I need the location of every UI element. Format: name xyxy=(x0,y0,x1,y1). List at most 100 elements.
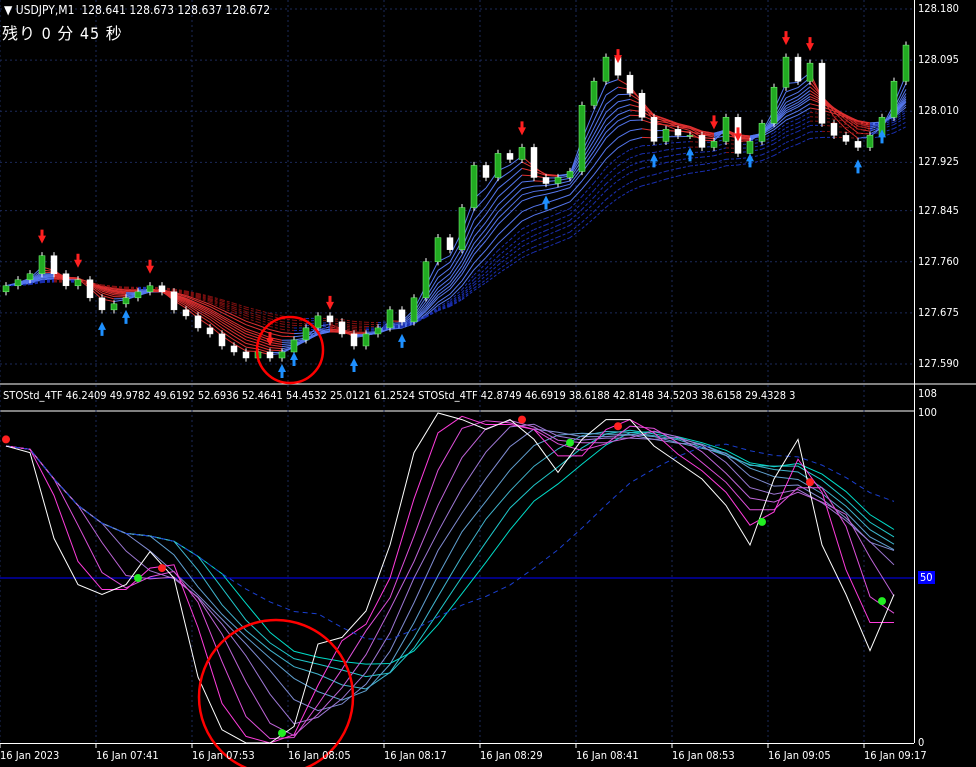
price-tick: 128.095 xyxy=(918,53,959,67)
ma-line-segment xyxy=(353,325,367,327)
ma-line-segment xyxy=(665,159,679,164)
ma-line-segment xyxy=(545,173,559,177)
ma-line-segment xyxy=(185,300,199,309)
ma-line-segment xyxy=(437,288,451,299)
ma-line-segment xyxy=(557,194,571,200)
ma-line-segment xyxy=(461,269,475,287)
osc-tick: 100 xyxy=(918,406,937,419)
ma-line-segment xyxy=(425,310,439,317)
ma-line-segment xyxy=(233,304,247,310)
ma-line-segment xyxy=(485,264,499,277)
ma-line-segment xyxy=(749,160,763,164)
candle-body xyxy=(710,141,718,148)
ma-line-segment xyxy=(521,185,535,190)
stoch-green-dot xyxy=(566,438,574,447)
stoch-signal-line xyxy=(5,428,895,712)
ma-line-segment xyxy=(629,167,643,174)
ma-line-segment xyxy=(41,275,55,277)
ma-line-segment xyxy=(437,300,451,308)
ma-line-segment xyxy=(197,304,211,312)
stoch-green-dot xyxy=(134,574,142,582)
time-tick: 16 Jan 07:41 xyxy=(96,749,159,762)
ma-line-segment xyxy=(485,188,499,207)
ma-line-segment xyxy=(893,121,907,129)
ma-line-segment xyxy=(221,299,235,304)
ma-line-segment xyxy=(857,123,871,126)
ma-line-segment xyxy=(497,245,511,257)
ma-line-segment xyxy=(209,300,223,307)
ma-line-segment xyxy=(545,206,559,212)
ma-line-segment xyxy=(485,260,499,273)
ma-line-segment xyxy=(833,118,847,123)
ma-line-segment xyxy=(197,307,211,315)
time-tick: 16 Jan 08:41 xyxy=(576,749,639,762)
ma-line-segment xyxy=(521,190,535,196)
candle-body xyxy=(482,165,490,178)
ma-line-segment xyxy=(521,229,535,237)
buy-arrow xyxy=(98,321,106,336)
ma-line-segment xyxy=(509,252,523,262)
ma-line-segment xyxy=(197,297,211,304)
ma-line-segment xyxy=(701,155,715,158)
ma-line-segment xyxy=(509,228,523,241)
candle-body xyxy=(110,303,118,311)
candle-body xyxy=(626,74,634,94)
ma-line-segment xyxy=(245,312,259,318)
ma-line-segment xyxy=(521,251,535,259)
ma-line-segment xyxy=(689,170,703,174)
ma-line-segment xyxy=(317,328,331,332)
ma-line-segment xyxy=(557,224,571,231)
ma-line-segment xyxy=(845,121,859,125)
candle-body xyxy=(458,207,466,250)
ma-line-segment xyxy=(401,322,415,326)
ma-line-segment xyxy=(101,286,115,291)
ma-line-segment xyxy=(473,263,487,276)
ma-line-segment xyxy=(605,189,619,200)
candle-body xyxy=(50,255,58,274)
candle-body xyxy=(338,321,346,335)
ma-line-segment xyxy=(557,237,571,244)
ma-line-segment xyxy=(569,202,583,216)
ma-line-segment xyxy=(545,219,559,226)
candle-body xyxy=(206,327,214,335)
ma-line-segment xyxy=(857,120,871,124)
candle-body xyxy=(362,333,370,347)
candle-body xyxy=(890,80,898,118)
ma-line-segment xyxy=(401,323,415,328)
ma-line-segment xyxy=(269,329,283,334)
candle-body xyxy=(806,62,814,82)
ma-line-segment xyxy=(545,236,559,243)
ma-line-segment xyxy=(197,309,211,318)
ma-line-segment xyxy=(557,219,571,226)
ma-line-segment xyxy=(41,281,55,284)
ma-line-segment xyxy=(509,241,523,252)
ma-line-segment xyxy=(785,118,799,125)
ma-line-segment xyxy=(401,322,415,327)
candle-body xyxy=(410,297,418,323)
candle-body xyxy=(290,339,298,353)
ma-line-segment xyxy=(101,287,115,292)
ma-line-segment xyxy=(797,103,811,112)
candle-body xyxy=(446,237,454,250)
ma-line-segment xyxy=(461,236,475,261)
ma-line-segment xyxy=(653,162,667,167)
ma-line-segment xyxy=(245,308,259,313)
ma-line-segment xyxy=(797,111,811,120)
ma-line-segment xyxy=(209,308,223,317)
ma-line-segment xyxy=(473,234,487,250)
ma-line-segment xyxy=(101,285,115,290)
ma-line-segment xyxy=(701,150,715,153)
candle-body xyxy=(134,291,142,299)
ma-line-segment xyxy=(197,311,211,320)
ma-line-segment xyxy=(449,289,463,301)
ma-line-segment xyxy=(665,124,679,128)
ma-line-segment xyxy=(233,312,247,319)
ma-line-segment xyxy=(281,335,295,338)
ma-line-segment xyxy=(629,128,643,132)
ma-line-segment xyxy=(653,170,667,176)
ma-line-segment xyxy=(557,201,571,207)
ma-line-segment xyxy=(185,297,199,305)
ma-line-segment xyxy=(101,284,115,287)
osc-tick: 108 xyxy=(918,387,937,400)
ma-line-segment xyxy=(593,94,607,121)
